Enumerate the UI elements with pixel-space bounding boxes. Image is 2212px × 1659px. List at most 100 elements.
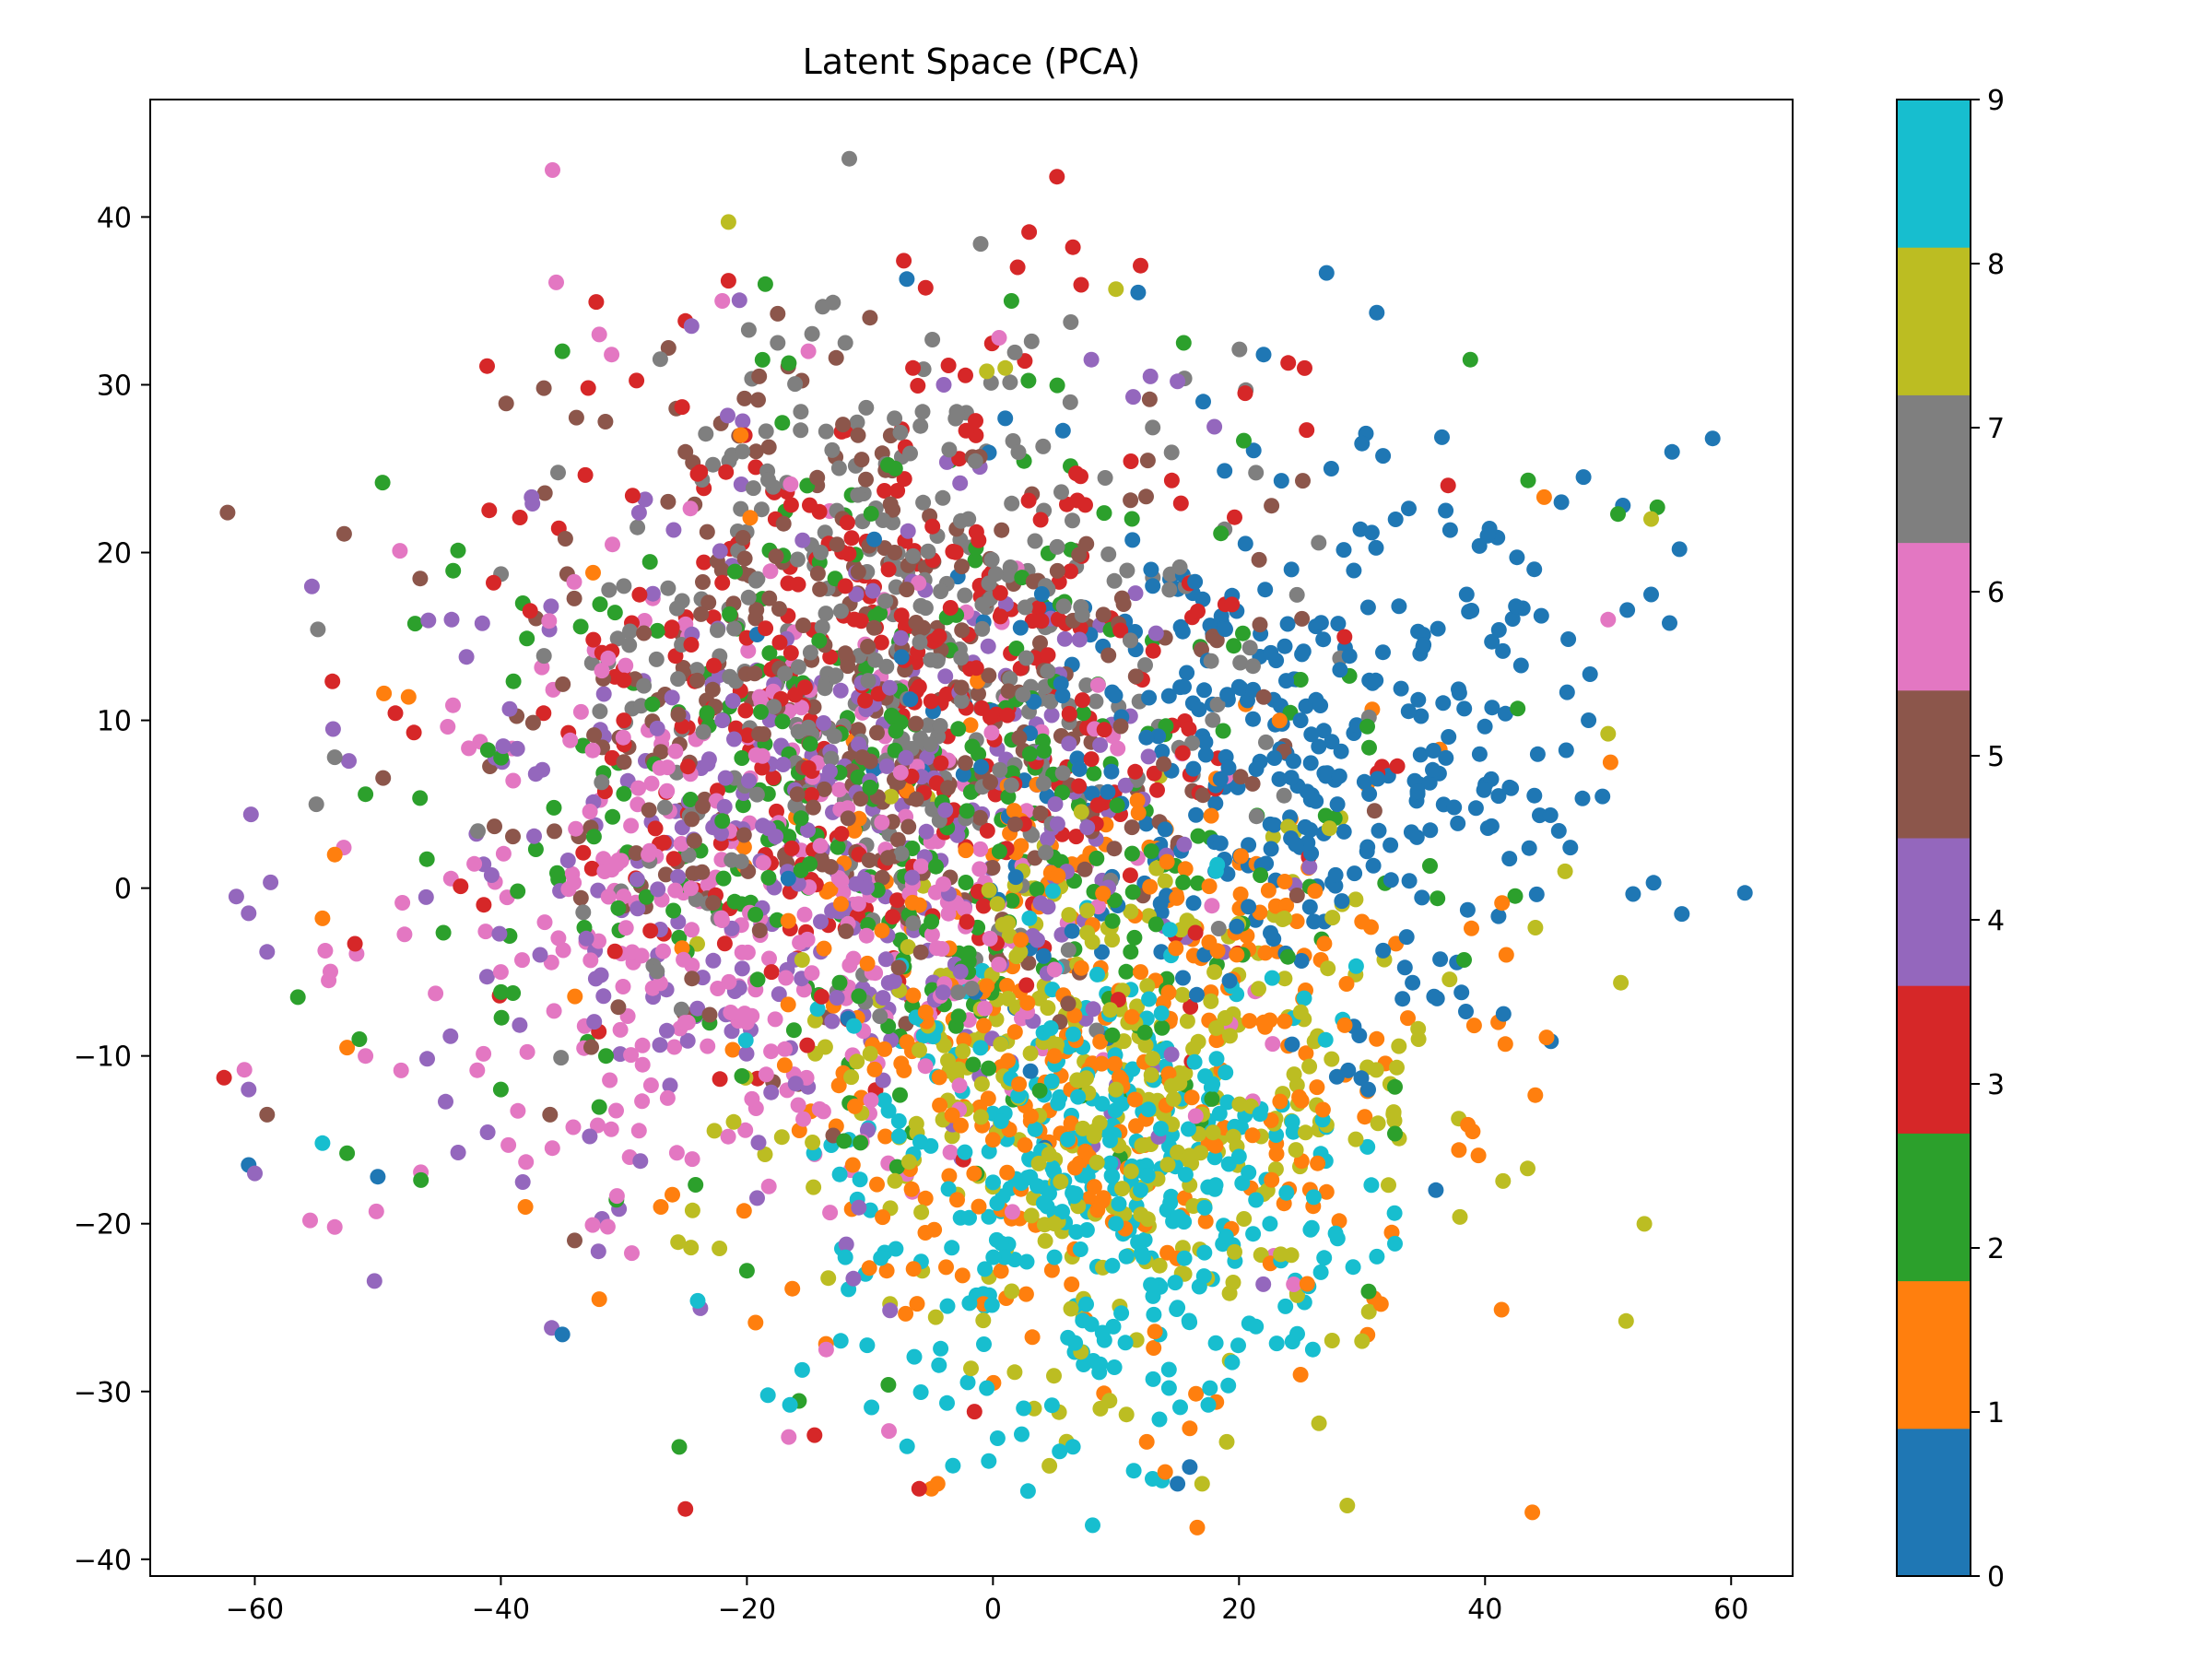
scatter-point [1575, 469, 1592, 486]
scatter-point [392, 543, 408, 559]
scatter-point [1111, 1195, 1127, 1212]
scatter-point [1061, 907, 1077, 924]
scatter-point [862, 1045, 878, 1062]
scatter-point [1370, 771, 1386, 787]
scatter-point [833, 896, 849, 912]
scatter-point [989, 1194, 1006, 1211]
scatter-point [799, 1037, 816, 1053]
scatter-point [780, 912, 796, 929]
scatter-point [1154, 1019, 1171, 1036]
scatter-point [591, 326, 607, 343]
scatter-point [599, 1218, 616, 1235]
x-tick-label: 60 [1713, 1594, 1748, 1626]
scatter-point [606, 605, 623, 621]
scatter-point [1195, 1268, 1212, 1285]
scatter-point [1046, 961, 1063, 978]
scatter-point [1674, 906, 1690, 923]
scatter-point [1341, 648, 1358, 665]
scatter-point [572, 703, 589, 720]
scatter-point [983, 551, 1000, 568]
scatter-point [775, 515, 792, 532]
scatter-point [1140, 748, 1157, 765]
scatter-point [592, 703, 608, 720]
scatter-point [519, 630, 535, 647]
scatter-point [1070, 1088, 1087, 1105]
scatter-point [668, 1145, 685, 1161]
scatter-point [375, 770, 392, 786]
scatter-point [1359, 599, 1376, 616]
scatter-point [1077, 861, 1093, 877]
scatter-point [1230, 678, 1247, 695]
scatter-point [438, 1093, 453, 1110]
scatter-point [1032, 512, 1049, 528]
scatter-point [1017, 1136, 1033, 1153]
scatter-point [1135, 1249, 1151, 1265]
scatter-point [689, 1000, 706, 1017]
scatter-point [735, 797, 751, 814]
scatter-point [1137, 657, 1153, 674]
scatter-point [543, 954, 559, 971]
scatter-point [1094, 944, 1110, 960]
scatter-point [1072, 1241, 1088, 1257]
scatter-point [816, 940, 832, 957]
scatter-point [1387, 1235, 1403, 1252]
scatter-point [1391, 1038, 1407, 1054]
scatter-point [1018, 1286, 1034, 1302]
scatter-point [1127, 763, 1144, 780]
scatter-point [598, 1048, 614, 1065]
scatter-point [1391, 598, 1407, 615]
scatter-point [796, 679, 813, 696]
scatter-point [616, 754, 632, 771]
scatter-point [554, 343, 571, 359]
scatter-point [1288, 586, 1305, 603]
scatter-point [1430, 890, 1446, 907]
scatter-point [1369, 304, 1385, 321]
scatter-point [1016, 1400, 1032, 1417]
scatter-point [761, 950, 777, 967]
scatter-point [931, 1357, 947, 1373]
scatter-point [1331, 1213, 1347, 1230]
scatter-point [1036, 743, 1053, 759]
scatter-point [638, 888, 654, 905]
scatter-point [1381, 1177, 1396, 1194]
scatter-point [554, 1326, 571, 1343]
scatter-point [585, 631, 602, 648]
scatter-point [1435, 695, 1452, 712]
scatter-point [832, 1333, 849, 1349]
scatter-point [935, 984, 951, 1001]
scatter-point [737, 702, 754, 719]
scatter-point [555, 942, 571, 959]
scatter-point [961, 1209, 977, 1226]
scatter-point [649, 720, 665, 736]
scatter-point [1347, 865, 1363, 882]
scatter-point [1046, 1216, 1063, 1232]
scatter-point [595, 851, 612, 867]
scatter-point [979, 363, 995, 380]
scatter-point [940, 1181, 957, 1197]
scatter-point [733, 477, 749, 492]
scatter-point [1030, 600, 1047, 617]
scatter-point [1252, 1106, 1268, 1123]
scatter-point [1538, 1030, 1555, 1046]
scatter-point [1095, 886, 1112, 901]
scatter-point [1038, 844, 1054, 861]
scatter-point [1091, 1114, 1108, 1131]
scatter-point [321, 972, 337, 989]
scatter-point [1311, 535, 1327, 551]
scatter-point [1354, 435, 1371, 452]
scatter-point [883, 788, 900, 805]
scatter-point [1251, 551, 1267, 568]
scatter-point [740, 589, 757, 606]
scatter-point [1162, 1194, 1179, 1211]
scatter-point [886, 973, 902, 989]
scatter-point [1208, 1051, 1225, 1067]
scatter-point [1102, 1002, 1119, 1018]
scatter-point [1100, 647, 1117, 664]
scatter-point [1197, 747, 1214, 763]
scatter-point [924, 926, 940, 943]
scatter-point [751, 368, 768, 384]
scatter-point [478, 969, 495, 985]
scatter-point [846, 611, 863, 628]
scatter-point [1602, 754, 1618, 771]
